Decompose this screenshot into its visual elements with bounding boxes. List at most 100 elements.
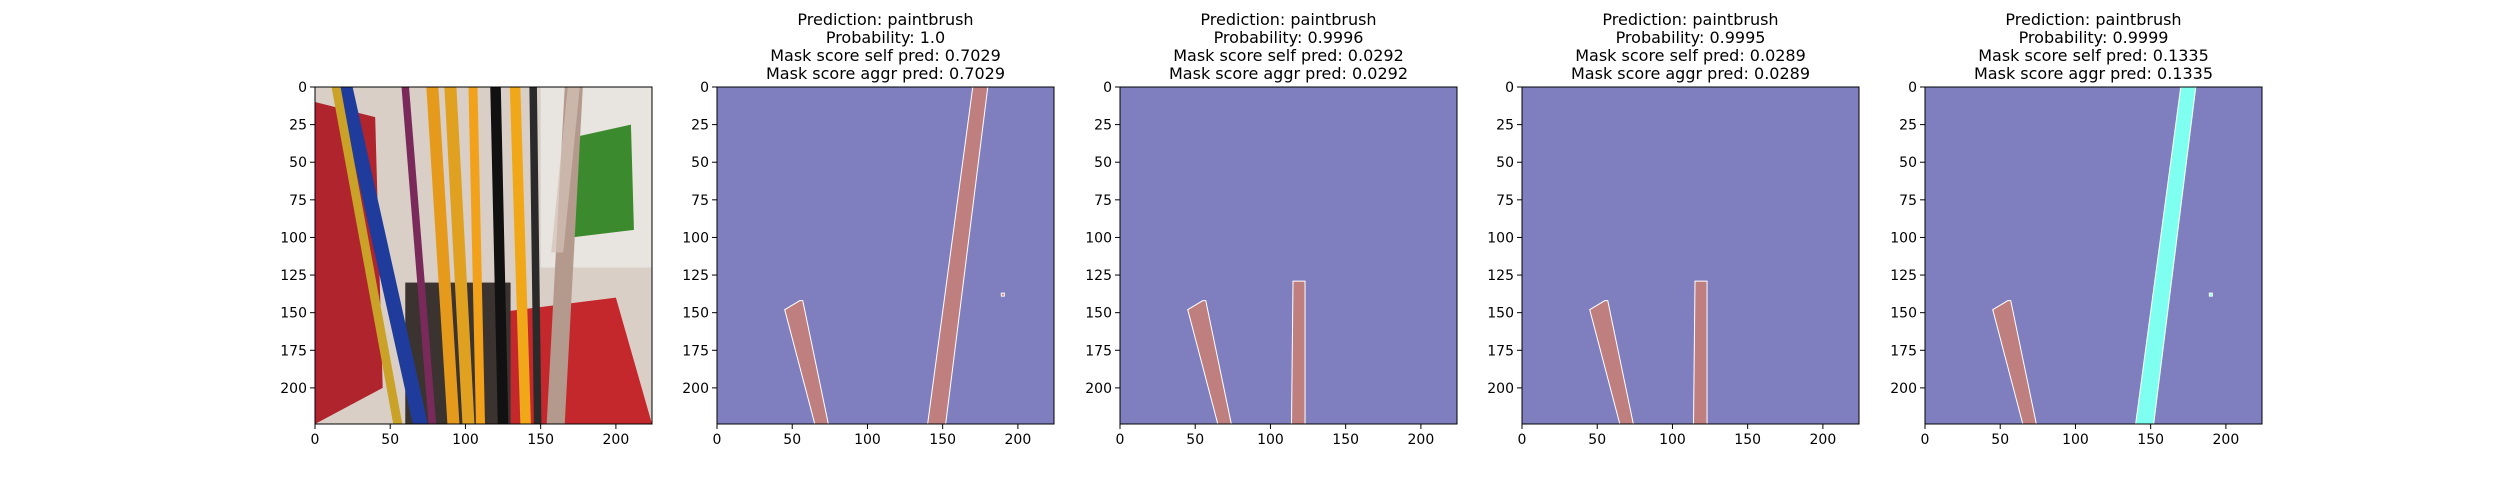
photo-brush [546,87,583,424]
photo-brush [468,87,486,424]
photo-brush [529,87,542,424]
x-tick-label: 0 [713,432,722,448]
photo-brush [337,87,428,424]
mask-region [784,300,829,425]
photo-content [315,87,652,424]
y-tick-label: 100 [1487,230,1514,246]
x-tick-label: 150 [929,432,956,448]
mask-region [1291,280,1306,425]
y-tick-label: 150 [280,306,307,322]
x-tick-label: 200 [2213,432,2240,448]
x-tick-label: 0 [1518,432,1527,448]
mask-background [1120,87,1457,424]
x-tick-label: 150 [1332,432,1359,448]
y-tick-label: 175 [682,343,709,359]
y-tick-label: 100 [280,230,307,246]
panel-title-line: Prediction: paintbrush [1200,10,1376,29]
y-tick-label: 125 [682,268,709,284]
panel-title-line: Mask score aggr pred: 0.0289 [1571,64,1810,83]
y-tick-label: 50 [1496,155,1514,171]
y-tick-label: 50 [1094,155,1112,171]
y-tick-label: 50 [1899,155,1917,171]
y-tick-label: 25 [289,118,307,134]
x-tick-label: 200 [603,432,630,448]
y-tick-label: 150 [1487,306,1514,322]
x-tick-label: 100 [854,432,881,448]
y-tick-label: 125 [280,268,307,284]
y-tick-label: 25 [691,118,709,134]
x-tick-label: 100 [1257,432,1284,448]
axes-frame [1119,86,1458,425]
y-tick-label: 125 [1085,268,1112,284]
y-tick-label: 125 [1487,268,1514,284]
panel-title-line: Mask score self pred: 0.7029 [770,46,1001,65]
y-tick-label: 200 [682,381,709,397]
y-tick-label: 100 [1890,230,1917,246]
panel-title-line: Probability: 0.9996 [1214,28,1364,47]
y-tick-label: 100 [1085,230,1112,246]
y-tick-label: 200 [280,381,307,397]
y-tick-label: 50 [289,155,307,171]
x-tick-label: 50 [381,432,399,448]
photo-brush [444,87,475,424]
y-tick-label: 200 [1085,381,1112,397]
y-tick-label: 75 [691,193,709,209]
y-tick-label: 175 [1890,343,1917,359]
x-tick-label: 0 [1116,432,1125,448]
axes-frame [1521,86,1860,425]
panel-title-line: Mask score self pred: 0.0292 [1173,46,1404,65]
y-tick-label: 150 [1890,306,1917,322]
y-tick-label: 175 [280,343,307,359]
mask-background [717,87,1054,424]
y-tick-label: 75 [1899,193,1917,209]
y-tick-label: 75 [289,193,307,209]
panel-1: 0 50 100 150 200 0 25 50 75 100 125 150 175 200 [280,80,653,448]
x-tick-label: 0 [1921,432,1930,448]
photo-green-bin [563,124,634,238]
x-tick-label: 50 [1588,432,1606,448]
panel-title-line: Mask score self pred: 0.0289 [1575,46,1806,65]
x-tick-label: 200 [1408,432,1435,448]
x-tick-label: 0 [311,432,320,448]
y-tick-label: 150 [1085,306,1112,322]
mask-region [2208,292,2213,297]
y-tick-label: 100 [682,230,709,246]
x-tick-label: 150 [1734,432,1761,448]
y-tick-label: 75 [1496,193,1514,209]
axes-frame [314,86,653,425]
mask-region [1187,300,1232,425]
panel-title-line: Prediction: paintbrush [2005,10,2181,29]
y-tick-label: 25 [1094,118,1112,134]
x-tick-label: 100 [2062,432,2089,448]
photo-brush-highlight [551,87,580,253]
y-tick-label: 0 [1505,80,1514,96]
panel-title-line: Probability: 0.9999 [2019,28,2169,47]
panel-title-line: Probability: 1.0 [826,28,945,47]
y-tick-label: 200 [1487,381,1514,397]
mask-background [1925,87,2262,424]
axes-frame [1924,86,2263,425]
x-tick-label: 200 [1005,432,1032,448]
mask-region [1000,292,1005,297]
photo-brush [509,87,531,424]
axes-frame [716,86,1055,425]
y-tick-label: 0 [700,80,709,96]
y-tick-label: 25 [1496,118,1514,134]
x-tick-label: 100 [1659,432,1686,448]
x-tick-label: 150 [527,432,554,448]
mask-region [1589,300,1634,425]
panel-title-line: Prediction: paintbrush [1602,10,1778,29]
y-tick-label: 0 [298,80,307,96]
y-tick-label: 0 [1103,80,1112,96]
x-tick-label: 50 [1186,432,1204,448]
mask-region [1693,280,1708,425]
panel-title-line: Mask score aggr pred: 0.0292 [1169,64,1408,83]
y-tick-label: 200 [1890,381,1917,397]
y-tick-label: 150 [682,306,709,322]
mask-background [1522,87,1859,424]
y-tick-label: 175 [1085,343,1112,359]
panel-title-line: Mask score self pred: 0.1335 [1978,46,2209,65]
